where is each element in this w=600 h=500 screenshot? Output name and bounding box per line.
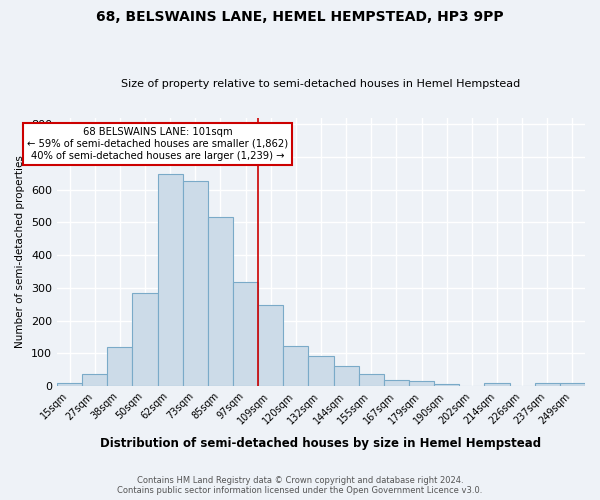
- Bar: [484, 384, 509, 386]
- Bar: [183, 182, 208, 386]
- Bar: [233, 282, 258, 386]
- Bar: [107, 347, 133, 386]
- Text: Contains HM Land Registry data © Crown copyright and database right 2024.
Contai: Contains HM Land Registry data © Crown c…: [118, 476, 482, 495]
- Bar: [258, 305, 283, 386]
- Bar: [384, 380, 409, 386]
- Title: Size of property relative to semi-detached houses in Hemel Hempstead: Size of property relative to semi-detach…: [121, 79, 521, 89]
- Bar: [334, 366, 359, 386]
- Bar: [434, 384, 459, 386]
- Bar: [57, 383, 82, 386]
- Text: 68 BELSWAINS LANE: 101sqm
← 59% of semi-detached houses are smaller (1,862)
40% : 68 BELSWAINS LANE: 101sqm ← 59% of semi-…: [27, 128, 288, 160]
- Bar: [359, 374, 384, 386]
- Bar: [308, 356, 334, 386]
- Bar: [133, 294, 158, 386]
- Bar: [560, 384, 585, 386]
- Bar: [409, 381, 434, 386]
- Bar: [208, 217, 233, 386]
- X-axis label: Distribution of semi-detached houses by size in Hemel Hempstead: Distribution of semi-detached houses by …: [100, 437, 542, 450]
- Bar: [82, 374, 107, 386]
- Bar: [283, 346, 308, 386]
- Bar: [158, 174, 183, 386]
- Y-axis label: Number of semi-detached properties: Number of semi-detached properties: [16, 156, 25, 348]
- Bar: [535, 384, 560, 386]
- Text: 68, BELSWAINS LANE, HEMEL HEMPSTEAD, HP3 9PP: 68, BELSWAINS LANE, HEMEL HEMPSTEAD, HP3…: [96, 10, 504, 24]
